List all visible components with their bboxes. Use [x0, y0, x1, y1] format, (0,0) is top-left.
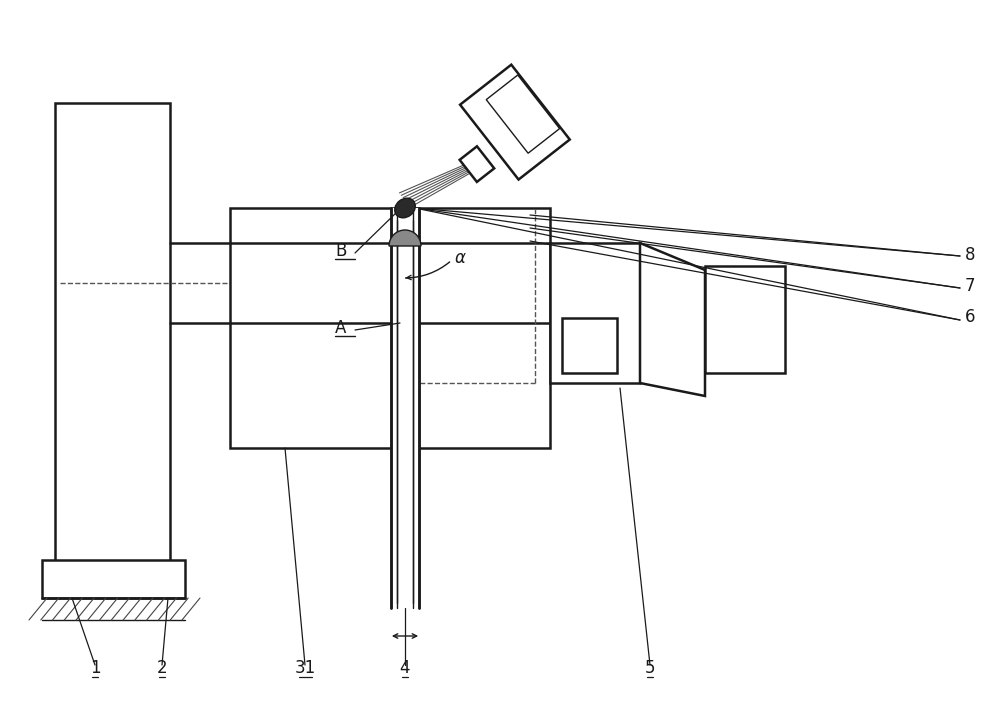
- Polygon shape: [460, 64, 570, 180]
- Bar: [230, 208, 550, 448]
- Text: 7: 7: [965, 277, 976, 295]
- Text: $\alpha$: $\alpha$: [454, 249, 466, 267]
- Text: 1: 1: [90, 659, 100, 677]
- Bar: [55, 103, 170, 563]
- Text: 31: 31: [294, 659, 316, 677]
- Text: 8: 8: [965, 246, 976, 264]
- Text: B: B: [335, 242, 346, 260]
- Bar: [42, 560, 185, 598]
- Bar: [705, 266, 785, 373]
- Polygon shape: [486, 75, 560, 153]
- Polygon shape: [640, 243, 705, 396]
- Text: 6: 6: [965, 308, 976, 326]
- Bar: [550, 243, 640, 383]
- Text: 2: 2: [157, 659, 167, 677]
- Wedge shape: [389, 230, 421, 246]
- Bar: [391, 208, 419, 608]
- Bar: [562, 318, 617, 373]
- Polygon shape: [460, 147, 494, 182]
- Ellipse shape: [395, 198, 415, 218]
- Text: 5: 5: [645, 659, 655, 677]
- Text: 4: 4: [400, 659, 410, 677]
- Text: A: A: [335, 319, 346, 337]
